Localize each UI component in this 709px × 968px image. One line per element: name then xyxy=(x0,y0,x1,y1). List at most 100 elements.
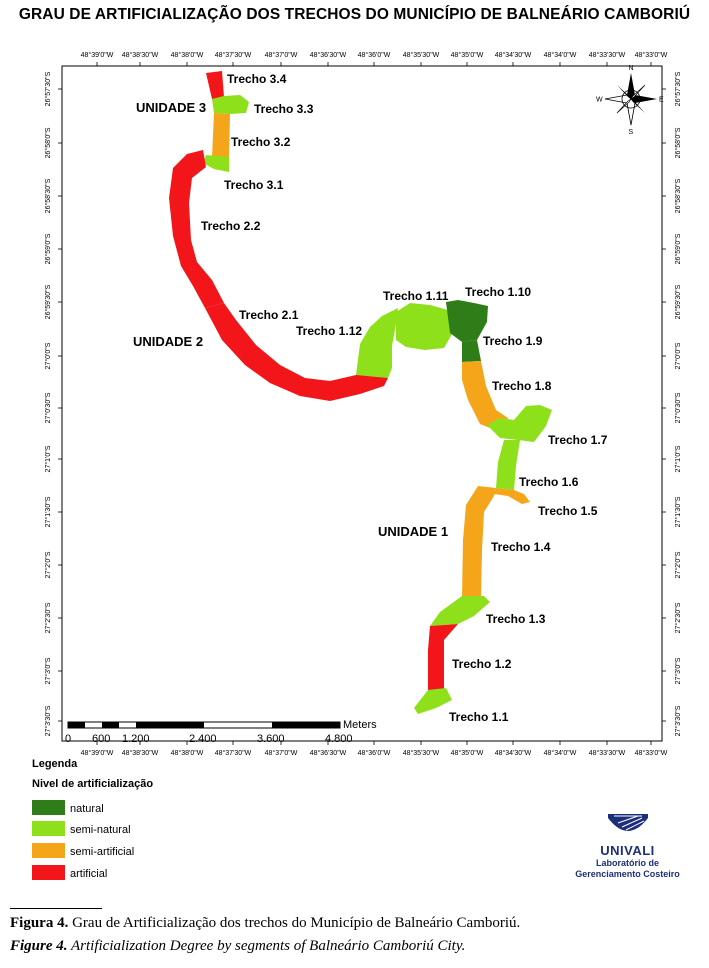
caption-pt: Figura 4. Grau de Artificialização dos t… xyxy=(10,915,520,932)
lat-right-tick-label: 26°58'30"S xyxy=(674,178,682,213)
legend-swatch-artificial xyxy=(32,865,65,880)
map-frame xyxy=(61,65,663,742)
label-trecho-3-4: Trecho 3.4 xyxy=(227,72,287,86)
legend-label-semi-artificial: semi-artificial xyxy=(70,846,134,858)
scale-bar: Meters 0 600 1.200 2.400 3.600 4.800 xyxy=(65,719,377,745)
segment-1-10[interactable] xyxy=(446,300,488,342)
lat-left-tick-label: 27°0'0"S xyxy=(44,342,52,369)
segment-2-2[interactable] xyxy=(169,150,224,308)
lon-bottom-tick-label: 48°34'0"W xyxy=(544,749,577,757)
segment-1-7[interactable] xyxy=(487,405,552,442)
lon-top-tick-label: 48°37'0"W xyxy=(265,51,298,59)
lat-left-tick-label: 26°58'0"S xyxy=(44,127,52,158)
logo-line1: Laboratório de xyxy=(595,858,659,868)
label-trecho-3-2: Trecho 3.2 xyxy=(231,135,291,149)
lat-left-tick-label: 27°0'30"S xyxy=(44,392,52,423)
lat-right-tick-label: 27°3'30"S xyxy=(674,705,682,736)
segment-3-4[interactable] xyxy=(206,71,224,99)
caption-pt-label: Figura 4. xyxy=(10,915,69,931)
segment-1-3[interactable] xyxy=(430,596,490,626)
map-title: GRAU DE ARTIFICIALIZAÇÃO DOS TRECHOS DO … xyxy=(18,6,691,23)
lon-top-tick-label: 48°34'0"W xyxy=(544,51,577,59)
legend-swatch-semi-natural xyxy=(32,821,65,836)
lon-bottom-tick-label: 48°38'30"W xyxy=(122,749,159,757)
segment-1-1[interactable] xyxy=(414,688,452,714)
segment-1-9[interactable] xyxy=(462,340,481,362)
lon-bottom-tick-label: 48°36'30"W xyxy=(310,749,347,757)
scale-label-3600: 3.600 xyxy=(257,733,285,745)
north-arrow-icon: N S E W xyxy=(596,65,664,136)
scale-label-600: 600 xyxy=(92,733,110,745)
label-trecho-3-3: Trecho 3.3 xyxy=(254,102,314,116)
lon-top-tick-label: 48°36'0"W xyxy=(358,51,391,59)
lon-bottom-tick-label: 48°38'0"W xyxy=(171,749,204,757)
lat-right-tick-label: 27°0'0"S xyxy=(674,342,682,369)
segment-3-3[interactable] xyxy=(212,95,249,114)
scale-label-1200: 1.200 xyxy=(122,733,150,745)
label-trecho-1-6: Trecho 1.6 xyxy=(519,475,579,489)
lat-left-tick-label: 27°1'30"S xyxy=(44,496,52,527)
label-trecho-1-10: Trecho 1.10 xyxy=(465,285,531,299)
segment-1-12[interactable] xyxy=(356,308,398,378)
legend-heading: Legenda xyxy=(32,758,78,770)
lon-bottom-tick-label: 48°33'30"W xyxy=(589,749,626,757)
lat-right-tick-label: 27°3'0"S xyxy=(674,657,682,684)
legend-subheading: Nivel de artificialização xyxy=(32,778,153,790)
segment-1-11[interactable] xyxy=(396,303,452,350)
lon-top-tick-label: 48°34'30"W xyxy=(495,51,532,59)
lon-bottom-tick-label: 48°35'30"W xyxy=(403,749,440,757)
lon-top-tick-label: 48°36'30"W xyxy=(310,51,347,59)
lat-left-tick-label: 27°3'0"S xyxy=(44,657,52,684)
label-trecho-2-2: Trecho 2.2 xyxy=(201,219,261,233)
label-unidade-3: UNIDADE 3 xyxy=(136,100,206,115)
lat-right-tick-label: 27°0'30"S xyxy=(674,392,682,423)
lat-left-tick-label: 27°2'30"S xyxy=(44,602,52,633)
segment-1-2[interactable] xyxy=(428,624,458,690)
label-trecho-2-1: Trecho 2.1 xyxy=(239,308,299,322)
segment-1-8[interactable] xyxy=(462,361,508,432)
label-trecho-1-4: Trecho 1.4 xyxy=(491,540,551,554)
label-trecho-1-3: Trecho 1.3 xyxy=(486,612,546,626)
compass-s: S xyxy=(629,129,634,136)
logo-name: UNIVALI xyxy=(600,843,655,858)
caption-en: Figure 4. Artificialization Degree by se… xyxy=(10,938,465,955)
lon-bottom-tick-label: 48°37'0"W xyxy=(265,749,298,757)
lon-bottom-tick-label: 48°33'0"W xyxy=(635,749,668,757)
lon-bottom-tick-label: 48°35'0"W xyxy=(451,749,484,757)
compass-e: E xyxy=(659,97,664,104)
segment-1-6[interactable] xyxy=(496,440,520,490)
segment-3-2[interactable] xyxy=(212,113,230,157)
scale-label-4800: 4.800 xyxy=(325,733,353,745)
lat-right-tick-label: 27°2'0"S xyxy=(674,551,682,578)
lon-top-tick-label: 48°38'30"W xyxy=(122,51,159,59)
lat-right-tick-label: 26°59'0"S xyxy=(674,233,682,264)
lat-left-tick-label: 26°59'0"S xyxy=(44,233,52,264)
compass-w: W xyxy=(596,97,603,104)
lon-bottom-tick-label: 48°39'0"W xyxy=(81,749,114,757)
scale-label-2400: 2.400 xyxy=(189,733,217,745)
scale-unit: Meters xyxy=(343,719,377,731)
label-trecho-1-5: Trecho 1.5 xyxy=(538,504,598,518)
lon-top-tick-label: 48°38'0"W xyxy=(171,51,204,59)
legend-label-semi-natural: semi-natural xyxy=(70,824,131,836)
segment-1-5[interactable] xyxy=(494,488,530,504)
compass-n: N xyxy=(629,65,634,72)
label-unidade-2: UNIDADE 2 xyxy=(133,334,203,349)
segment-3-1[interactable] xyxy=(203,155,229,172)
label-trecho-1-9: Trecho 1.9 xyxy=(483,334,543,348)
segment-2-1[interactable] xyxy=(205,303,388,401)
label-trecho-1-8: Trecho 1.8 xyxy=(492,379,552,393)
lat-left-tick-label: 26°59'30"S xyxy=(44,284,52,319)
lon-bottom-tick-label: 48°37'30"W xyxy=(215,749,252,757)
lat-left-tick-label: 26°57'30"S xyxy=(44,71,52,106)
legend-label-artificial: artificial xyxy=(70,868,107,880)
legend-label-natural: natural xyxy=(70,803,104,815)
label-trecho-1-2: Trecho 1.2 xyxy=(452,657,512,671)
lon-top-tick-label: 48°39'0"W xyxy=(81,51,114,59)
lat-left-tick-label: 27°1'0"S xyxy=(44,445,52,472)
logo-line2: Gerenciamento Costeiro xyxy=(575,869,680,879)
univali-logo: UNIVALI Laboratório de Gerenciamento Cos… xyxy=(560,814,695,880)
segment-1-4[interactable] xyxy=(462,486,496,598)
label-trecho-1-12: Trecho 1.12 xyxy=(296,324,362,338)
